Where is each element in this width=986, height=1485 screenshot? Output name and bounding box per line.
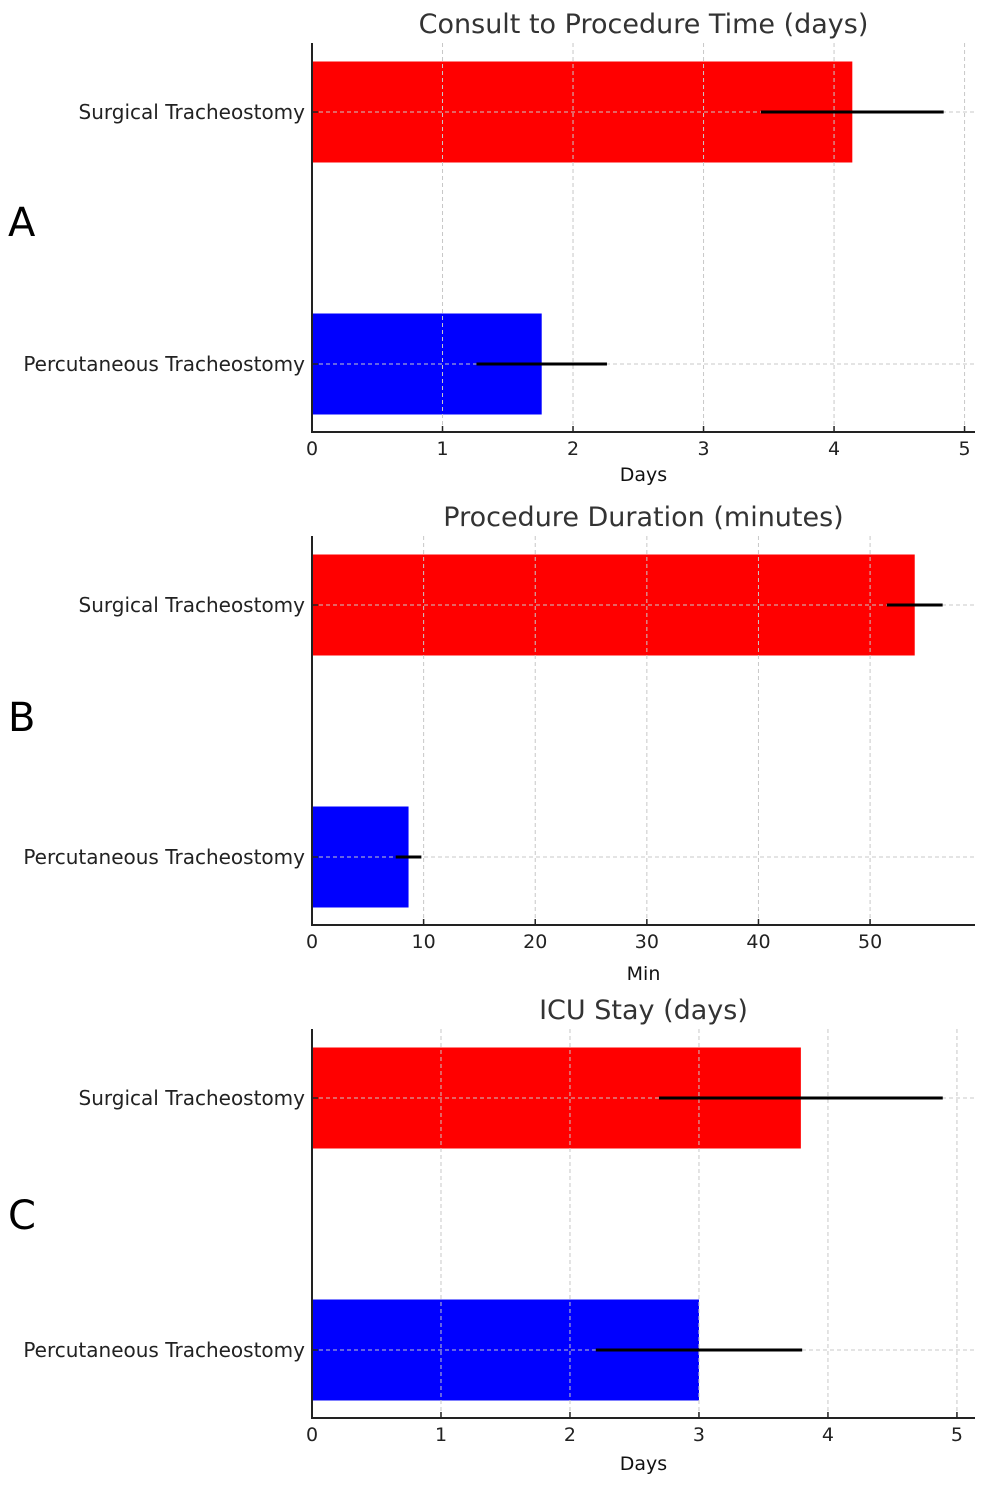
chart-title: Procedure Duration (minutes) [443, 502, 843, 533]
y-tick-label: Surgical Tracheostomy [79, 100, 306, 124]
x-tick-label: 10 [412, 931, 436, 953]
x-tick-label: 0 [306, 438, 318, 460]
chart-title: Consult to Procedure Time (days) [419, 9, 869, 40]
x-tick-label: 3 [697, 438, 709, 460]
y-tick-label: Surgical Tracheostomy [79, 1086, 306, 1110]
x-tick-label: 5 [959, 438, 971, 460]
x-axis-label: Min [627, 963, 661, 985]
y-tick-label: Percutaneous Tracheostomy [23, 845, 305, 869]
x-tick-label: 2 [567, 438, 579, 460]
x-tick-label: 3 [693, 1424, 705, 1446]
chart-panel-c: C ICU Stay (days) 0 1 2 3 4 5 Surgical Tracheost… [8, 995, 975, 1475]
y-tick-label: Percutaneous Tracheostomy [23, 1338, 305, 1362]
chart-panel-a: A Consult to Procedure Time (days) 0 1 2 3 4 5 S… [8, 9, 975, 486]
x-axis-label: Days [620, 464, 667, 486]
y-tick-label: Percutaneous Tracheostomy [23, 352, 305, 376]
x-tick-label: 4 [828, 438, 840, 460]
panel-letter: B [8, 695, 35, 741]
x-axis-label: Days [620, 1453, 667, 1475]
chart-title: ICU Stay (days) [539, 995, 748, 1026]
chart-panel-b: B Procedure Duration (minutes) 0 10 20 30 40 50… [8, 502, 975, 985]
x-tick-label: 0 [306, 1424, 318, 1446]
x-tick-label: 50 [858, 931, 882, 953]
panel-letter: C [8, 1193, 36, 1239]
x-tick-label: 2 [564, 1424, 576, 1446]
panel-letter: A [8, 200, 36, 246]
y-tick-label: Surgical Tracheostomy [79, 593, 306, 617]
x-tick-label: 4 [822, 1424, 834, 1446]
x-tick-label: 40 [746, 931, 770, 953]
x-tick-label: 30 [635, 931, 659, 953]
x-tick-label: 20 [523, 931, 547, 953]
x-tick-label: 1 [436, 438, 448, 460]
x-tick-label: 5 [951, 1424, 963, 1446]
x-tick-label: 0 [306, 931, 318, 953]
x-tick-label: 1 [435, 1424, 447, 1446]
